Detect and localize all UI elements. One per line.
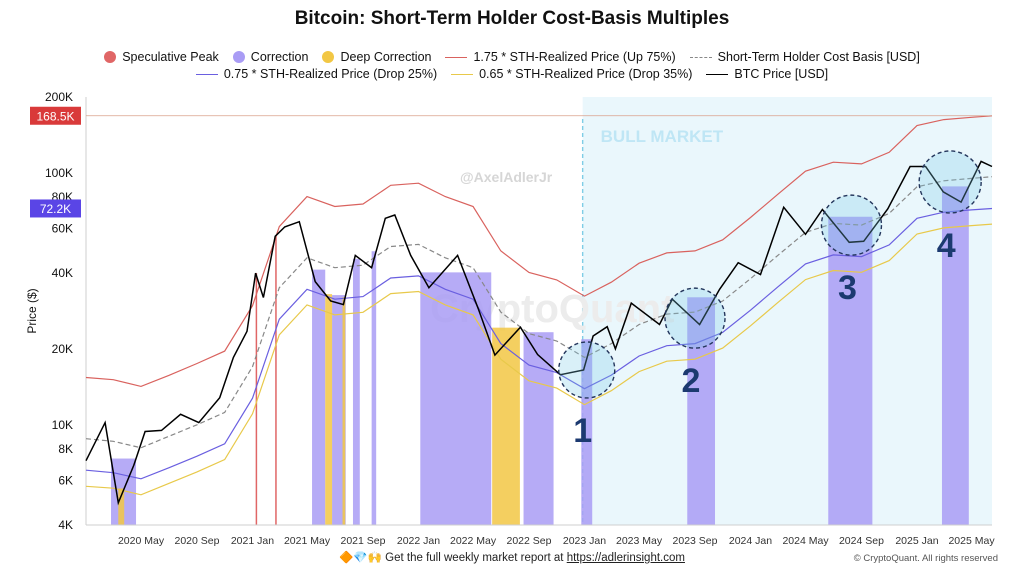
highlight-circle-2 xyxy=(664,287,726,349)
y-tick-label: 20K xyxy=(52,342,73,356)
region-deep-correction-12 xyxy=(325,294,333,525)
region-correction-8 xyxy=(687,297,716,525)
region-speculative-peak-15 xyxy=(255,273,258,525)
y-axis-label: Price ($) xyxy=(25,288,39,333)
x-tick-label: 2021 Sep xyxy=(341,535,386,546)
y-tick-label: 200K xyxy=(45,90,73,104)
x-tick-label: 2020 Sep xyxy=(174,535,219,546)
region-correction-7 xyxy=(581,339,593,525)
legend-item[interactable]: 1.75 * STH-Realized Price (Up 75%) xyxy=(445,50,676,64)
legend-item[interactable]: Short-Term Holder Cost Basis [USD] xyxy=(689,50,920,64)
legend-row-2: 0.75 * STH-Realized Price (Drop 25%) 0.65… xyxy=(0,67,1024,81)
legend-item[interactable]: Deep Correction xyxy=(322,50,431,64)
bull-market-region xyxy=(582,97,992,525)
region-correction-5 xyxy=(420,272,492,525)
y-tick-label: 4K xyxy=(58,518,73,532)
highlight-number-2: 2 xyxy=(682,362,701,400)
legend-item[interactable]: Correction xyxy=(232,50,309,64)
bull-market-label: BULL MARKET xyxy=(601,127,724,146)
region-speculative-peak-16 xyxy=(275,235,277,525)
region-correction-2 xyxy=(332,295,346,525)
value-badge-1 xyxy=(30,199,81,218)
legend-row-1: Speculative Peak Correction Deep Correctio… xyxy=(0,50,1024,64)
region-deep-correction-13 xyxy=(342,297,346,525)
region-correction-4 xyxy=(371,251,377,526)
y-tick-label: 8K xyxy=(58,442,73,456)
legend-swatch xyxy=(451,73,474,75)
region-deep-correction-11 xyxy=(118,488,125,525)
x-tick-label: 2024 Jan xyxy=(729,535,772,546)
x-tick-label: 2020 May xyxy=(118,535,165,546)
legend-item[interactable]: 0.65 * STH-Realized Price (Drop 35%) xyxy=(451,67,692,81)
value-badge-label-1: 72.2K xyxy=(40,202,71,216)
footer: 🔶💎🙌 Get the full weekly market report at… xyxy=(0,550,1024,564)
footer-text: 🔶💎🙌 Get the full weekly market report at xyxy=(339,552,567,564)
y-tick-label: 100K xyxy=(45,166,73,180)
highlight-circle-3 xyxy=(820,194,883,256)
legend-label: Correction xyxy=(250,50,309,64)
legend-label: 0.75 * STH-Realized Price (Drop 25%) xyxy=(223,67,438,81)
btc-price-line xyxy=(85,160,993,506)
legend-swatch xyxy=(689,56,712,58)
x-tick-label: 2025 May xyxy=(948,535,995,546)
legend-label: 1.75 * STH-Realized Price (Up 75%) xyxy=(473,50,676,64)
x-tick-label: 2021 Jan xyxy=(231,535,274,546)
region-correction-6 xyxy=(523,332,554,525)
y-tick-label: 40K xyxy=(52,266,73,280)
value-badge-label-0: 168.5K xyxy=(36,109,74,123)
highlight-circle-4 xyxy=(918,150,982,214)
x-tick-label: 2022 May xyxy=(450,535,497,546)
x-tick-label: 2023 Sep xyxy=(673,535,718,546)
copyright: © CryptoQuant. All rights reserved xyxy=(853,553,998,564)
x-tick-label: 2025 Jan xyxy=(895,535,938,546)
legend-label: 0.65 * STH-Realized Price (Drop 35%) xyxy=(479,67,693,81)
legend-item[interactable]: BTC Price [USD] xyxy=(706,67,828,81)
y-tick-label: 6K xyxy=(58,474,73,488)
region-correction-1 xyxy=(312,269,326,525)
x-tick-label: 2022 Jan xyxy=(397,535,440,546)
legend-swatch xyxy=(232,51,245,63)
watermark-author: @AxelAdlerJr xyxy=(460,169,553,185)
chart-title: Bitcoin: Short-Term Holder Cost-Basis Mu… xyxy=(294,8,730,29)
sth-drop-25-line xyxy=(85,207,993,480)
footer-link[interactable]: https://adlerinsight.com xyxy=(566,552,685,564)
legend-item[interactable]: Speculative Peak xyxy=(104,50,219,64)
legend-swatch xyxy=(195,73,218,75)
x-tick-label: 2023 Jan xyxy=(563,535,606,546)
sth-cost-basis-line xyxy=(85,176,993,449)
region-correction-9 xyxy=(828,216,873,525)
x-tick-label: 2024 May xyxy=(782,535,829,546)
y-tick-label: 60K xyxy=(52,222,73,236)
sth-drop-35-line xyxy=(85,223,993,496)
highlight-circle-1 xyxy=(558,341,616,399)
x-tick-label: 2022 Sep xyxy=(507,535,552,546)
legend-swatch xyxy=(322,51,335,63)
x-tick-label: 2021 May xyxy=(284,535,331,546)
legend-label: BTC Price [USD] xyxy=(734,67,829,81)
region-deep-correction-14 xyxy=(492,327,520,525)
legend-swatch xyxy=(104,51,117,63)
highlight-number-4: 4 xyxy=(937,227,956,265)
legend-swatch xyxy=(445,56,468,58)
legend-label: Short-Term Holder Cost Basis [USD] xyxy=(717,50,920,64)
region-correction-10 xyxy=(941,186,969,525)
legend-swatch xyxy=(706,73,729,75)
region-correction-3 xyxy=(352,258,360,525)
chart-canvas: BULL MARKET@AxelAdlerJrCryptoQuant200K10… xyxy=(25,90,995,546)
x-tick-label: 2023 May xyxy=(616,535,663,546)
legend-label: Speculative Peak xyxy=(122,50,219,64)
x-tick-label: 2024 Sep xyxy=(839,535,884,546)
highlight-number-1: 1 xyxy=(573,412,592,450)
sth-up-75-line xyxy=(85,115,993,388)
value-badge-0 xyxy=(30,106,81,125)
y-tick-label: 10K xyxy=(52,418,73,432)
legend-label: Deep Correction xyxy=(340,50,432,64)
highlight-number-3: 3 xyxy=(838,269,857,307)
legend-item[interactable]: 0.75 * STH-Realized Price (Drop 25%) xyxy=(195,67,438,81)
